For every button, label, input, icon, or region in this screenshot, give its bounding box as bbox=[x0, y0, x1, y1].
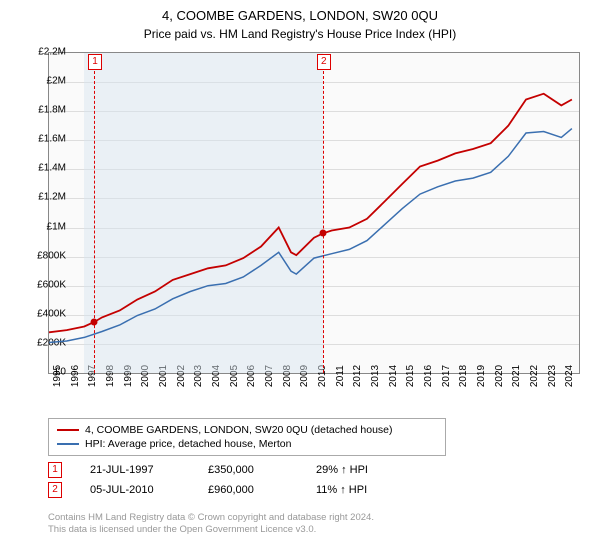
sale-point bbox=[91, 319, 98, 326]
sale-price: £350,000 bbox=[208, 464, 288, 476]
legend-item: 4, COOMBE GARDENS, LONDON, SW20 0QU (det… bbox=[57, 423, 437, 437]
marker-line bbox=[94, 71, 95, 373]
legend-swatch bbox=[57, 429, 79, 431]
sale-marker: 1 bbox=[48, 462, 62, 478]
sales-table: 1 21-JUL-1997 £350,000 29% ↑ HPI 2 05-JUL-201… bbox=[48, 460, 416, 500]
page-subtitle: Price paid vs. HM Land Registry's House … bbox=[0, 23, 600, 41]
sale-row: 2 05-JUL-2010 £960,000 11% ↑ HPI bbox=[48, 480, 416, 500]
series-line bbox=[49, 94, 572, 333]
series-line bbox=[49, 129, 572, 343]
marker-label: 2 bbox=[317, 54, 331, 70]
legend-label: HPI: Average price, detached house, Mert… bbox=[85, 438, 291, 450]
footer-line-2: This data is licensed under the Open Gov… bbox=[48, 524, 374, 536]
sale-vs-hpi: 11% ↑ HPI bbox=[316, 484, 416, 496]
sale-date: 05-JUL-2010 bbox=[90, 484, 180, 496]
marker-label: 1 bbox=[88, 54, 102, 70]
legend-item: HPI: Average price, detached house, Mert… bbox=[57, 437, 437, 451]
sale-row: 1 21-JUL-1997 £350,000 29% ↑ HPI bbox=[48, 460, 416, 480]
legend-label: 4, COOMBE GARDENS, LONDON, SW20 0QU (det… bbox=[85, 424, 393, 436]
marker-line bbox=[323, 71, 324, 373]
footer-attribution: Contains HM Land Registry data © Crown c… bbox=[48, 512, 374, 537]
footer-line-1: Contains HM Land Registry data © Crown c… bbox=[48, 512, 374, 524]
legend: 4, COOMBE GARDENS, LONDON, SW20 0QU (det… bbox=[48, 418, 446, 456]
legend-swatch bbox=[57, 443, 79, 445]
sale-point bbox=[319, 230, 326, 237]
sale-vs-hpi: 29% ↑ HPI bbox=[316, 464, 416, 476]
sale-date: 21-JUL-1997 bbox=[90, 464, 180, 476]
chart: 12 bbox=[48, 52, 580, 374]
sale-price: £960,000 bbox=[208, 484, 288, 496]
page-title: 4, COOMBE GARDENS, LONDON, SW20 0QU bbox=[0, 0, 600, 23]
sale-marker: 2 bbox=[48, 482, 62, 498]
